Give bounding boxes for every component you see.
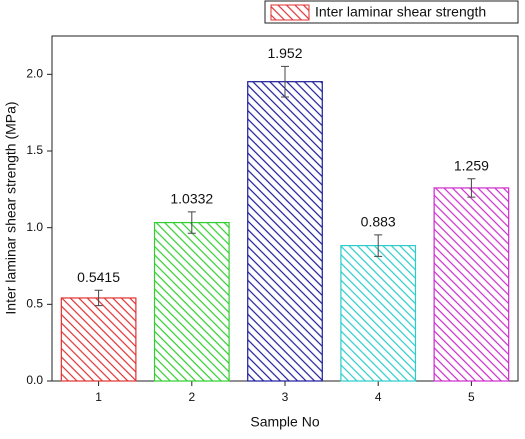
error-bar	[94, 289, 103, 307]
x-tick-label: 1	[95, 390, 102, 404]
y-tick-label: 1.0	[26, 220, 43, 234]
value-label: 1.952	[267, 45, 302, 61]
value-label: 0.883	[361, 214, 396, 230]
legend-swatch	[270, 4, 310, 21]
x-tick-label: 2	[188, 390, 195, 404]
y-tick-label: 0.0	[26, 373, 43, 387]
y-tick-label: 0.5	[26, 297, 43, 311]
error-bar	[374, 234, 383, 257]
legend-label: Inter laminar shear strength	[315, 4, 486, 20]
error-bar	[467, 178, 476, 198]
bar	[340, 245, 417, 382]
x-tick-label: 3	[282, 390, 289, 404]
bar	[60, 297, 137, 382]
value-label: 1.259	[454, 157, 489, 173]
bar	[153, 221, 230, 382]
value-label: 1.0332	[170, 191, 213, 207]
error-bar	[281, 65, 289, 98]
y-tick-label: 2.0	[26, 67, 43, 81]
y-axis-label: Inter laminar shear strength (MPa)	[3, 101, 19, 314]
y-tick-label: 1.5	[26, 143, 43, 157]
legend-box	[264, 0, 519, 24]
value-label: 0.5415	[77, 269, 120, 285]
bar	[433, 187, 510, 382]
bar	[247, 81, 323, 382]
x-tick-label: 4	[375, 390, 382, 404]
x-tick-label: 5	[468, 390, 475, 404]
x-axis-label: Sample No	[250, 414, 319, 430]
error-bar	[187, 211, 196, 234]
